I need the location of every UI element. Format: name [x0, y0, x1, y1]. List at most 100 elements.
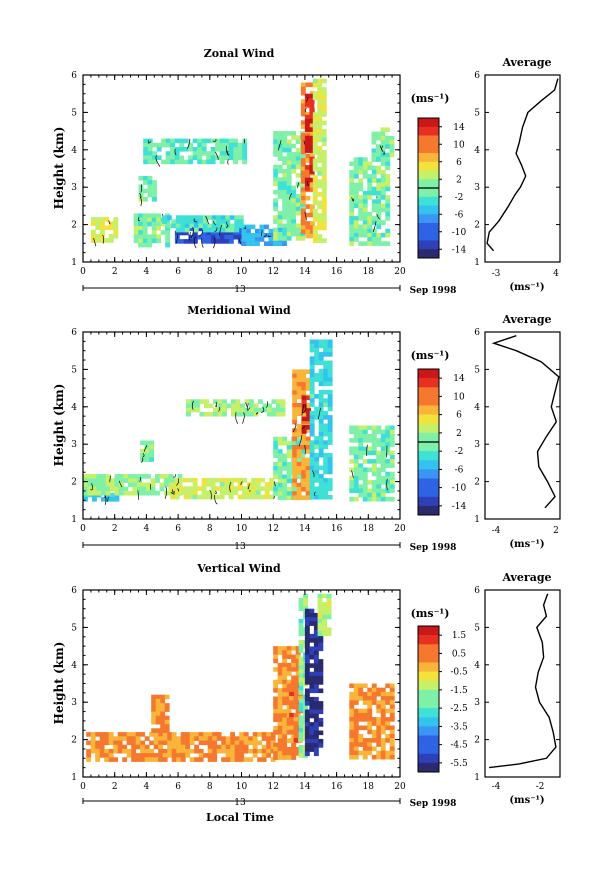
heatmap-cell	[305, 153, 311, 159]
heatmap-cell	[303, 602, 308, 607]
heatmap-cell	[286, 189, 292, 195]
heatmap-cell	[90, 748, 96, 754]
heatmap-cell	[295, 173, 301, 178]
heatmap-cell	[188, 147, 194, 152]
average-y-tick-label: 2	[474, 221, 480, 231]
average-profile-line	[489, 593, 557, 769]
heatmap-cell	[323, 364, 329, 370]
heatmap-cell	[132, 474, 138, 479]
heatmap-cell	[327, 494, 333, 500]
heatmap-cell	[160, 719, 166, 725]
heatmap-cell	[282, 658, 288, 664]
heatmap-cell	[362, 241, 368, 246]
heatmap-cell	[309, 680, 315, 685]
heatmap-cell	[149, 740, 155, 746]
heatmap-cell	[174, 490, 180, 496]
heatmap-cell	[131, 732, 137, 737]
heatmap-cell	[349, 161, 355, 167]
heatmap-cell	[151, 711, 157, 717]
colorbar-tick-label: 10	[453, 140, 465, 150]
colorbar-segment	[418, 496, 439, 507]
heatmap-cell	[322, 602, 327, 607]
heatmap-cell	[300, 152, 306, 157]
heatmap-cell	[175, 223, 181, 229]
heatmap-cell	[143, 142, 149, 148]
heatmap-cell	[371, 429, 377, 435]
heatmap-cell	[192, 151, 198, 156]
heatmap-cell	[358, 687, 364, 693]
heatmap-cell	[323, 461, 329, 466]
heatmap-cell	[165, 155, 171, 160]
heatmap-cell	[295, 440, 301, 446]
heatmap-cell	[207, 753, 213, 758]
heatmap-cell	[99, 225, 105, 231]
heatmap-cell	[298, 698, 304, 704]
heatmap-cell	[277, 482, 283, 488]
heatmap-cell	[380, 704, 386, 710]
heatmap-cell	[389, 704, 395, 710]
heatmap-cell	[300, 158, 306, 163]
y-tick-label: 3	[71, 698, 77, 708]
heatmap-cell	[273, 470, 279, 475]
colorbar-tick-label: -1.5	[450, 686, 468, 696]
heatmap-cell	[273, 139, 279, 145]
heatmap-cell	[282, 181, 288, 187]
heatmap-cell	[385, 446, 391, 452]
heatmap-cell	[282, 734, 288, 739]
heatmap-cell	[301, 390, 307, 395]
heatmap-cell	[318, 482, 324, 487]
heatmap-cell	[231, 399, 236, 404]
heatmap-cell	[349, 725, 355, 731]
heatmap-cell	[268, 241, 274, 246]
heatmap-cell	[291, 164, 297, 170]
average-profile-line	[491, 335, 560, 509]
heatmap-cell	[367, 446, 373, 452]
heatmap-cell	[215, 230, 221, 236]
heatmap-cell	[317, 221, 323, 227]
heatmap-cell	[296, 466, 302, 471]
heatmap-cell	[318, 633, 324, 639]
heatmap-cell	[292, 457, 298, 463]
heatmap-cell	[176, 748, 182, 754]
heatmap-cell	[286, 650, 292, 655]
heatmap-cell	[219, 159, 225, 165]
heatmap-cell	[376, 220, 382, 225]
heatmap-cell	[380, 446, 386, 452]
heatmap-cell	[222, 403, 227, 409]
heatmap-cell	[114, 490, 120, 496]
heatmap-cell	[113, 736, 119, 741]
heatmap-cell	[162, 757, 168, 762]
heatmap-cell	[313, 701, 319, 706]
heatmap-cell	[122, 748, 128, 754]
heatmap-cell	[142, 238, 148, 244]
heatmap-cell	[295, 210, 301, 216]
heatmap-cell	[295, 457, 301, 463]
contour-line	[277, 140, 300, 200]
heatmap-cell	[323, 343, 329, 349]
heatmap-cell	[389, 496, 395, 502]
heatmap-cell	[137, 490, 142, 496]
heatmap-cell	[189, 219, 195, 224]
heatmap-cell	[353, 174, 359, 179]
heatmap-cell	[87, 478, 93, 483]
heatmap-cell	[362, 203, 368, 209]
heatmap-cell	[278, 477, 284, 483]
heatmap-cell	[286, 688, 292, 693]
heatmap-cell	[305, 445, 311, 450]
heatmap-cell	[296, 424, 302, 429]
colorbar-segment	[418, 644, 439, 654]
heatmap-cell	[309, 165, 315, 170]
heatmap-cell	[349, 480, 355, 485]
heatmap-cell	[309, 183, 315, 188]
heatmap-cell	[113, 233, 119, 239]
heatmap-cell	[312, 116, 318, 122]
heatmap-cell	[246, 486, 252, 491]
heatmap-cell	[201, 486, 207, 491]
heatmap-cell	[309, 730, 315, 736]
average-y-tick-label: 3	[474, 183, 480, 193]
heatmap-cell	[300, 86, 306, 92]
heatmap-cell	[323, 377, 329, 382]
heatmap-cell	[242, 147, 248, 152]
heatmap-cell	[385, 207, 391, 213]
heatmap-cell	[282, 223, 288, 229]
